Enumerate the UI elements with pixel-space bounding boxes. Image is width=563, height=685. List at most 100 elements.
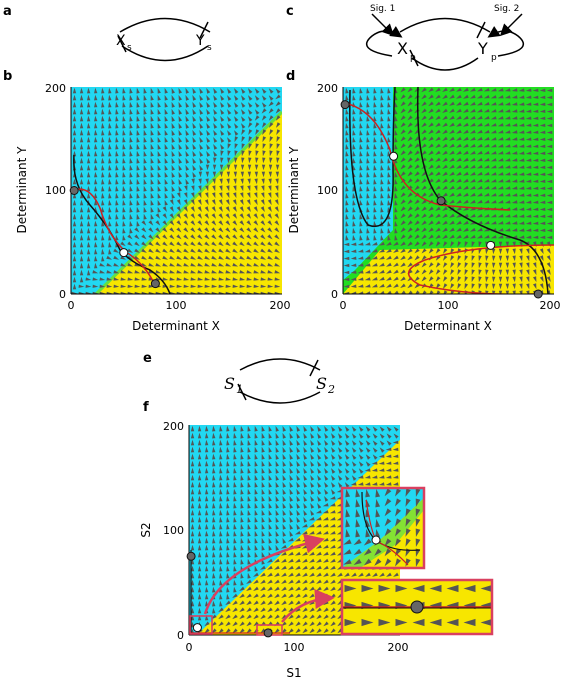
vector-arrow [498,241,503,248]
vector-arrow [253,227,259,233]
vector-arrow [295,586,301,591]
vector-arrow [546,221,553,226]
vector-arrow [261,467,265,474]
vector-arrow [122,87,126,94]
vector-arrow [246,213,252,219]
vector-arrow [86,206,91,213]
vector-arrow [260,234,266,240]
vector-arrow [498,283,503,290]
vector-arrow [274,213,280,219]
vector-arrow [192,157,197,164]
vector-arrow [162,291,169,294]
vector-arrow [288,572,294,577]
vector-arrow [212,171,217,178]
vector-arrow [86,171,91,178]
vector-arrow [457,262,462,269]
vector-arrow [115,185,119,192]
vector-arrow [446,584,459,593]
vector-arrow [483,192,490,197]
vector-arrow [310,467,315,474]
vector-arrow [373,206,377,213]
signal-1-label: Sig. 1 [370,4,395,14]
vector-arrow [190,600,195,607]
vector-arrow [380,213,384,220]
vector-arrow [260,284,267,288]
vector-arrow [122,213,126,220]
vector-arrow [197,248,203,253]
vector-arrow [261,108,267,114]
vector-arrow [421,150,427,156]
vector-arrow [122,220,126,227]
vector-arrow [199,87,204,94]
vector-arrow [233,502,237,509]
vector-arrow [219,579,223,586]
vector-arrow [212,178,216,185]
vector-arrow [101,220,105,227]
vector-arrow [183,220,189,226]
vector-arrow [268,488,272,495]
vector-arrow [310,453,315,460]
vector-arrow [176,220,182,226]
vector-arrow [246,628,252,634]
vector-arrow [275,171,280,178]
vector-arrow [267,572,273,577]
vector-arrow [532,172,539,176]
vector-arrow [136,150,140,157]
vector-arrow [352,150,356,157]
vector-arrow [288,586,294,591]
vector-arrow [197,537,202,544]
vector-arrow [372,440,378,446]
vector-arrow [518,207,525,211]
vector-arrow [248,136,253,143]
vector-arrow [469,213,476,218]
vector-arrow [129,108,133,115]
vector-arrow [176,255,183,260]
vector-arrow [204,199,209,206]
vector-arrow [546,255,551,261]
vector-arrow [94,178,98,185]
vector-arrow [136,178,140,185]
vector-arrow [197,614,202,621]
vector-arrow [233,551,237,558]
vector-arrow [384,548,392,557]
vector-arrow [122,178,126,185]
vector-arrow [205,460,209,467]
vector-arrow [213,88,218,94]
vector-arrow [303,439,308,446]
stable-fixed-point [533,289,543,299]
vector-arrow [183,199,188,206]
vector-arrow [190,255,197,260]
vector-arrow [260,241,266,247]
vector-arrow [289,439,294,446]
vector-arrow [281,586,287,591]
vector-arrow [309,565,315,570]
vector-arrow [532,109,539,113]
vector-arrow [393,572,399,577]
vector-arrow [412,584,425,593]
vector-arrow [233,178,237,185]
vector-arrow [255,157,259,164]
vector-arrow [72,150,77,157]
vector-arrow [539,165,546,170]
vector-arrow [148,241,154,247]
vector-arrow [134,291,141,294]
vector-arrow [99,291,106,294]
vector-arrow [120,284,127,288]
vector-arrow [282,474,287,481]
vector-arrow [338,433,343,439]
vector-arrow [204,206,209,212]
vector-arrow [136,199,140,206]
vector-arrow [157,143,161,150]
vector-arrow [108,87,112,94]
vector-arrow [254,474,258,481]
vector-arrow [366,192,370,199]
vector-arrow [92,277,99,281]
vector-arrow [429,618,442,627]
vector-arrow [337,572,343,577]
vector-arrow [345,489,351,498]
vector-arrow [539,228,546,233]
vector-arrow [435,262,441,268]
vector-arrow [400,192,406,198]
vector-arrow [546,151,553,156]
vector-arrow [471,255,475,262]
